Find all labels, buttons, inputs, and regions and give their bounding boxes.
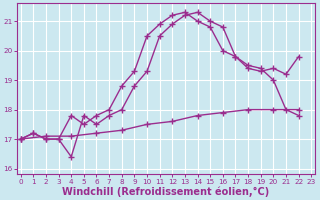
X-axis label: Windchill (Refroidissement éolien,°C): Windchill (Refroidissement éolien,°C) (62, 186, 269, 197)
